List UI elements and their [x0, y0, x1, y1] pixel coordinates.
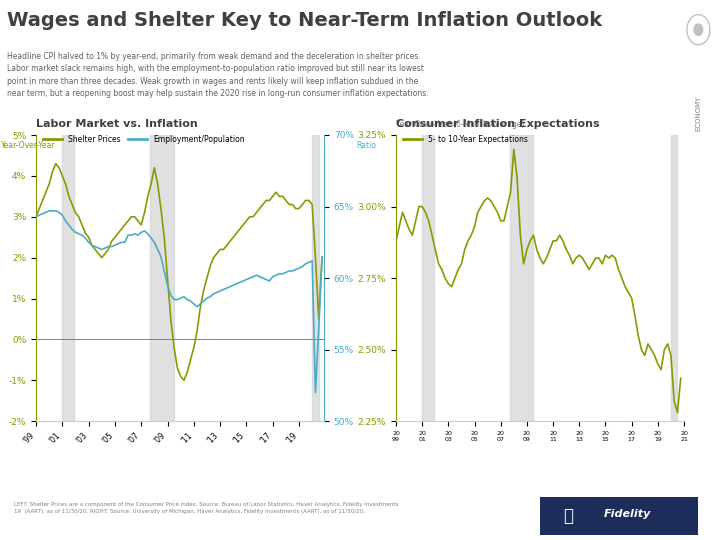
Text: Wages and Shelter Key to Near-Term Inflation Outlook: Wages and Shelter Key to Near-Term Infla…	[7, 11, 603, 30]
Bar	[671, 135, 678, 421]
Text: Headline CPI halved to 1% by year-end, primarily from weak demand and the decele: Headline CPI halved to 1% by year-end, p…	[7, 52, 429, 98]
Text: LEFT: Shelter Prices are a component of the Consumer Price Index. Source: Bureau: LEFT: Shelter Prices are a component of …	[14, 502, 399, 514]
Text: Year-Over-Year: Year-Over-Year	[1, 141, 56, 150]
Text: Consumer Inflation Expectations: Consumer Inflation Expectations	[396, 119, 600, 129]
Text: Ratio: Ratio	[356, 141, 376, 150]
Text: ECONOMY: ECONOMY	[696, 96, 701, 131]
Text: 👤: 👤	[564, 507, 574, 525]
Legend: Shelter Prices, Employment/Population: Shelter Prices, Employment/Population	[40, 132, 248, 146]
Bar	[63, 135, 74, 421]
Bar	[312, 135, 319, 421]
FancyBboxPatch shape	[540, 497, 698, 535]
Bar	[150, 135, 174, 421]
Text: Year-Over-Year (6-Month Average): Year-Over-Year (6-Month Average)	[396, 120, 524, 129]
Text: Labor Market vs. Inflation: Labor Market vs. Inflation	[36, 119, 198, 129]
Circle shape	[694, 24, 703, 35]
Bar	[422, 135, 434, 421]
Bar	[510, 135, 534, 421]
Legend: 5- to 10-Year Expectations: 5- to 10-Year Expectations	[400, 132, 531, 146]
Text: Fidelity: Fidelity	[603, 509, 651, 519]
